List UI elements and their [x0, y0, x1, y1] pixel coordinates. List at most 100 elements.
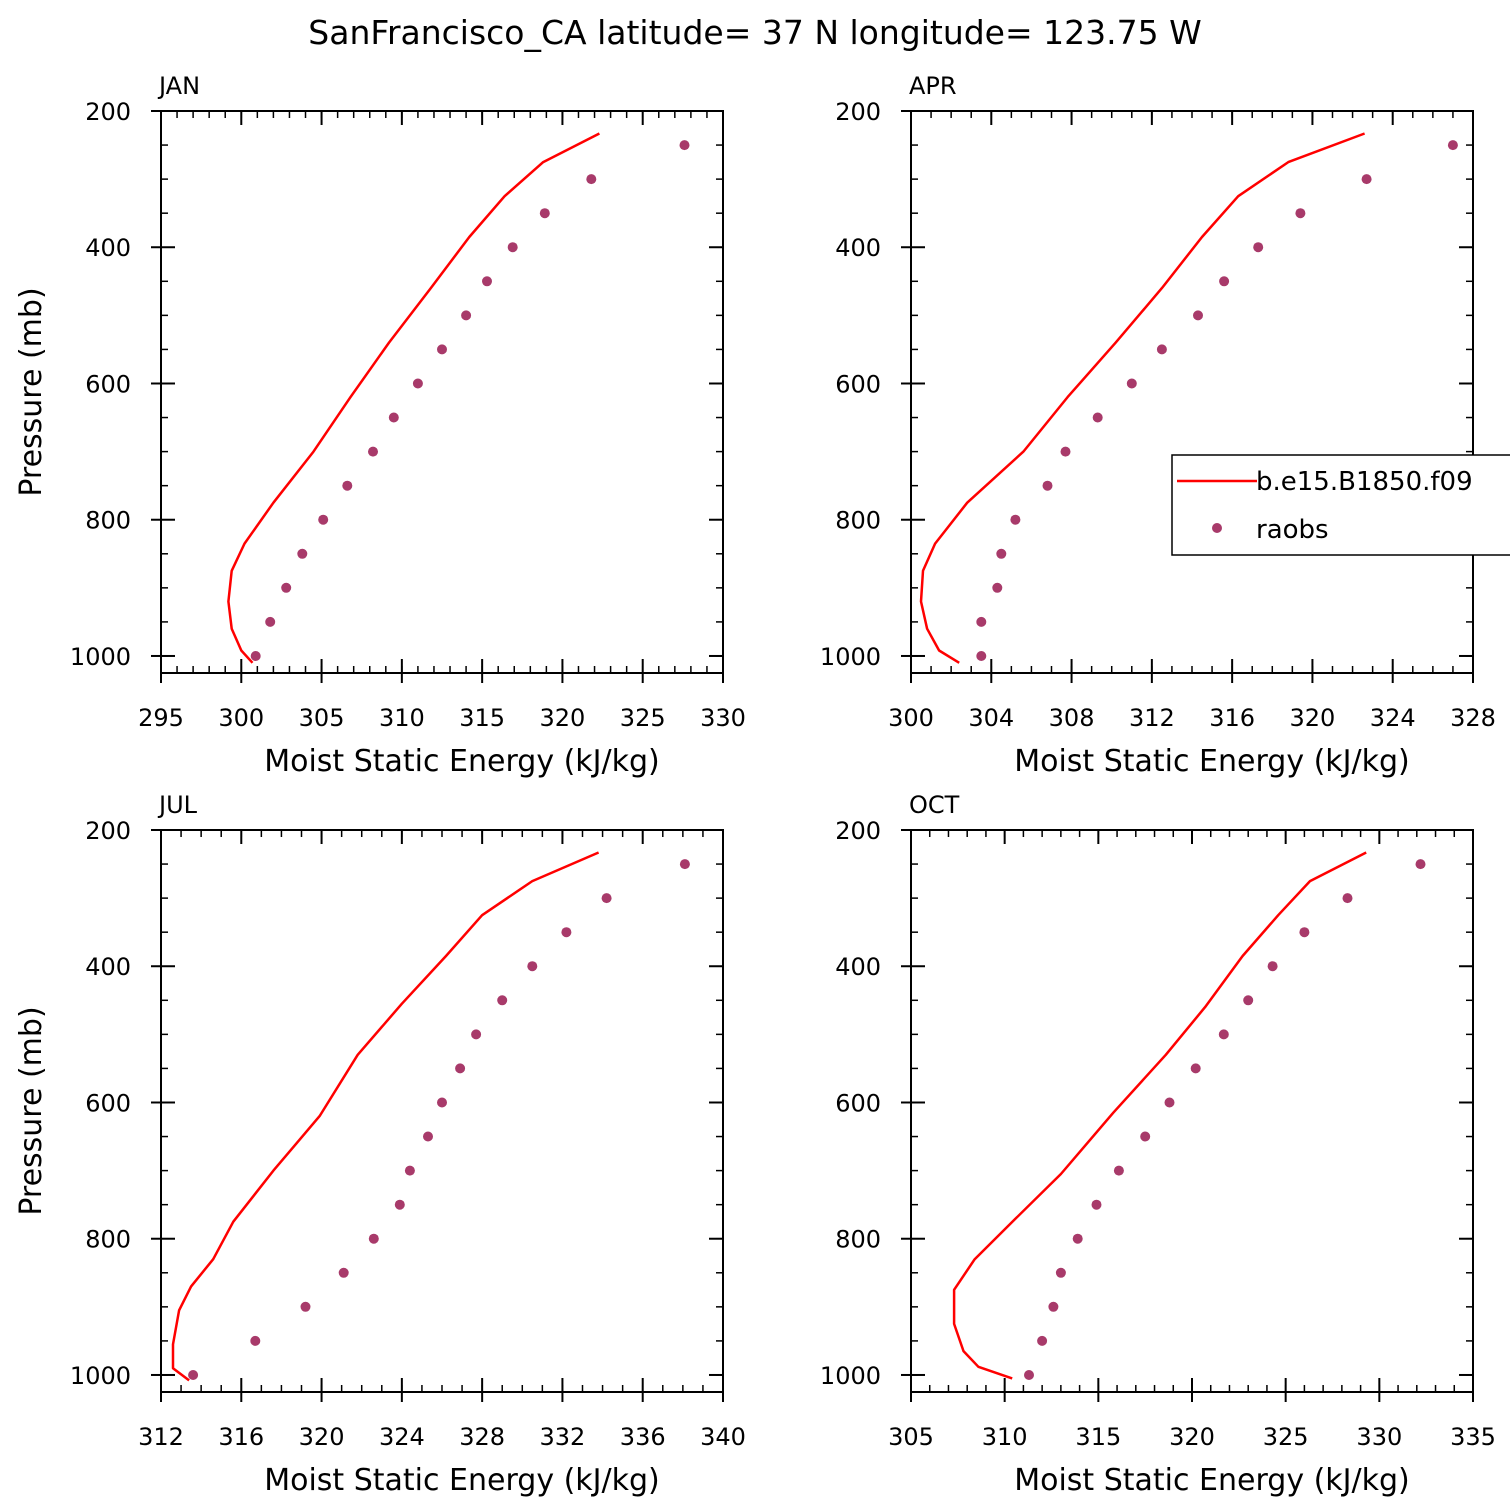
x-tick-label: 295	[138, 704, 184, 732]
x-tick-label: 320	[299, 1423, 345, 1451]
model-line	[171, 851, 600, 1382]
y-tick-label: 1000	[70, 643, 131, 671]
panel-oct: 305 310 315 320 325 330 335 200 400 600 800 1000 Moi…	[820, 791, 1496, 1498]
raobs-point	[265, 616, 276, 627]
raobs-point	[1295, 208, 1306, 219]
raobs-point	[250, 651, 261, 661]
raobs-point	[1024, 1370, 1034, 1380]
x-tick-label: 320	[1169, 1423, 1215, 1451]
y-tick-label: 400	[835, 234, 881, 262]
figure-title: SanFrancisco_CA latitude= 37 N longitude…	[308, 13, 1201, 52]
raobs-point	[342, 480, 353, 491]
x-tick-label: 305	[888, 1423, 934, 1451]
raobs-point	[482, 276, 492, 287]
raobs-point	[461, 310, 472, 321]
model-line	[952, 851, 1367, 1380]
x-tick-label: 305	[299, 704, 345, 732]
x-tick-label: 328	[459, 1423, 505, 1451]
y-tick-label: 400	[835, 953, 881, 981]
y-tick-label: 200	[85, 817, 131, 845]
raobs-point	[1243, 995, 1254, 1006]
raobs-point	[1219, 276, 1230, 287]
raobs-point	[368, 446, 378, 457]
x-tick-label: 304	[968, 704, 1014, 732]
y-tick-label: 600	[835, 1089, 881, 1117]
x-tick-label: 315	[1075, 1423, 1121, 1451]
plot-frame	[160, 110, 724, 674]
y-axis-label: Pressure (mb)	[14, 1006, 49, 1215]
y-tick-label: 800	[835, 507, 881, 535]
x-tick-label: 325	[1263, 1423, 1309, 1451]
raobs-point	[1447, 140, 1458, 151]
x-tick-label: 300	[888, 704, 934, 732]
raobs-point	[1361, 174, 1372, 185]
raobs-point	[1113, 1165, 1124, 1176]
plot-frame	[910, 829, 1474, 1393]
raobs-point	[388, 412, 399, 423]
raobs-point	[992, 582, 1003, 593]
legend-box	[1171, 454, 1510, 556]
raobs-point	[601, 893, 612, 904]
x-tick-label: 316	[1209, 704, 1255, 732]
x-tick-label: 310	[379, 704, 425, 732]
x-axis-label: Moist Static Energy (kJ/kg)	[1014, 1463, 1410, 1498]
x-tick-label: 308	[1049, 704, 1095, 732]
legend-raobs-marker	[1212, 523, 1222, 533]
raobs-point	[1193, 310, 1203, 321]
raobs-point	[1010, 514, 1021, 525]
raobs-point	[976, 651, 987, 661]
x-axis-label: Moist Static Energy (kJ/kg)	[264, 1463, 660, 1498]
raobs-point	[368, 1233, 379, 1244]
raobs-point	[1342, 893, 1353, 904]
raobs-point	[497, 995, 508, 1006]
raobs-point	[1190, 1063, 1201, 1074]
y-tick-label: 800	[85, 1226, 131, 1254]
y-tick-label: 1000	[70, 1362, 131, 1390]
x-axis-label: Moist Static Energy (kJ/kg)	[264, 744, 660, 779]
panel-label: OCT	[909, 791, 960, 819]
y-tick-label: 200	[85, 98, 131, 126]
raobs-point	[1267, 961, 1278, 972]
raobs-point	[1060, 446, 1071, 457]
y-tick-label: 400	[85, 953, 131, 981]
raobs-point	[188, 1370, 199, 1380]
raobs-point	[679, 859, 690, 870]
raobs-point	[281, 582, 292, 593]
x-tick-label: 330	[700, 704, 746, 732]
y-tick-label: 1000	[820, 1362, 881, 1390]
raobs-point	[455, 1063, 466, 1074]
x-tick-label: 324	[1370, 704, 1416, 732]
raobs-point	[1299, 927, 1310, 938]
raobs-point	[1091, 1199, 1102, 1210]
raobs-point	[679, 140, 690, 151]
x-tick-label: 320	[1290, 704, 1336, 732]
raobs-point	[1126, 378, 1137, 389]
raobs-point	[507, 242, 518, 253]
y-tick-label: 1000	[820, 643, 881, 671]
x-tick-label: 312	[1129, 704, 1175, 732]
panel-jan: 295 300 305 310 315 320 325 330 200 400 600 800 1000…	[14, 72, 746, 779]
raobs-point	[1156, 344, 1167, 355]
raobs-point	[404, 1165, 415, 1176]
x-tick-label: 312	[138, 1423, 184, 1451]
plot-frame	[160, 829, 724, 1393]
raobs-point	[1218, 1029, 1229, 1040]
raobs-point	[338, 1267, 349, 1278]
model-line	[919, 132, 1366, 664]
x-tick-label: 332	[540, 1423, 586, 1451]
y-tick-label: 400	[85, 234, 131, 262]
raobs-point	[996, 548, 1007, 559]
model-line	[227, 132, 600, 664]
raobs-point	[394, 1199, 405, 1210]
x-tick-label: 310	[982, 1423, 1028, 1451]
x-tick-label: 324	[379, 1423, 425, 1451]
x-tick-label: 325	[620, 704, 666, 732]
raobs-point	[1253, 242, 1264, 253]
raobs-point	[1092, 412, 1103, 423]
panel-jul: 312 316 320 324 328 332 336 340 200 400 600 800 1000…	[14, 791, 746, 1498]
raobs-point	[1055, 1267, 1066, 1278]
raobs-point	[1072, 1233, 1083, 1244]
x-tick-label: 320	[540, 704, 586, 732]
raobs-point	[300, 1301, 311, 1312]
y-tick-label: 800	[85, 507, 131, 535]
